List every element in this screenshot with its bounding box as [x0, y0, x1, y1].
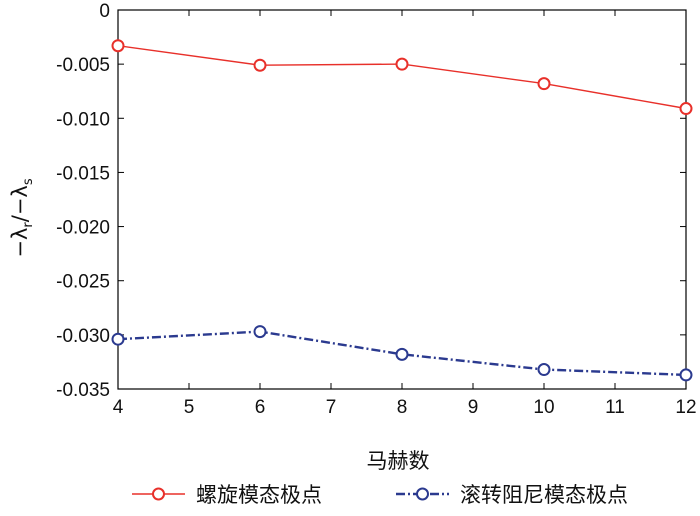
x-tick-label: 8 — [397, 397, 408, 418]
series-line-2 — [117, 330, 687, 377]
data-point — [537, 363, 551, 377]
y-tick-label: -0.030 — [56, 326, 110, 347]
x-tick-label: 10 — [533, 397, 554, 418]
x-tick-label: 6 — [255, 397, 266, 418]
legend: 螺旋模态极点 滚转阻尼模态极点 — [132, 483, 628, 507]
y-axis-title-sub: s — [21, 178, 36, 185]
y-axis-title-sub: r — [21, 222, 36, 228]
data-point — [679, 368, 693, 382]
y-tick-label: -0.025 — [56, 272, 110, 293]
data-point — [253, 58, 267, 72]
data-point — [253, 325, 267, 339]
y-axis-title-part: −λ — [8, 228, 32, 258]
y-tick-label: -0.035 — [56, 380, 110, 401]
y-tick-label: 0 — [99, 1, 110, 22]
legend-label: 滚转阻尼模态极点 — [460, 483, 628, 507]
data-point — [537, 77, 551, 91]
x-tick-label: 7 — [326, 397, 337, 418]
data-point — [111, 332, 125, 346]
x-tick-label: 4 — [113, 397, 124, 418]
data-point — [679, 102, 693, 116]
legend-label: 螺旋模态极点 — [196, 483, 322, 507]
y-tick-label: -0.015 — [56, 163, 110, 184]
plot-area: 4 5 6 7 8 9 10 11 12 0 -0.005 -0.010 -0.015 -0.020 -0.… — [56, 1, 696, 418]
y-tick-label: -0.020 — [56, 218, 110, 239]
y-tick-label: -0.005 — [56, 55, 110, 76]
y-axis-title-part: /−λ — [8, 185, 32, 222]
x-axis-title: 马赫数 — [367, 449, 430, 473]
x-tick-label: 12 — [675, 397, 696, 418]
x-tick-label: 9 — [468, 397, 479, 418]
x-tick-label: 5 — [184, 397, 195, 418]
x-tick-label: 11 — [605, 397, 625, 418]
data-point — [111, 39, 125, 53]
data-point — [395, 57, 409, 71]
y-axis-title: −λr/−λs — [8, 178, 36, 258]
data-point — [395, 347, 409, 361]
legend-marker — [152, 487, 165, 501]
legend-marker — [416, 487, 429, 501]
y-tick-label: -0.010 — [56, 109, 110, 130]
